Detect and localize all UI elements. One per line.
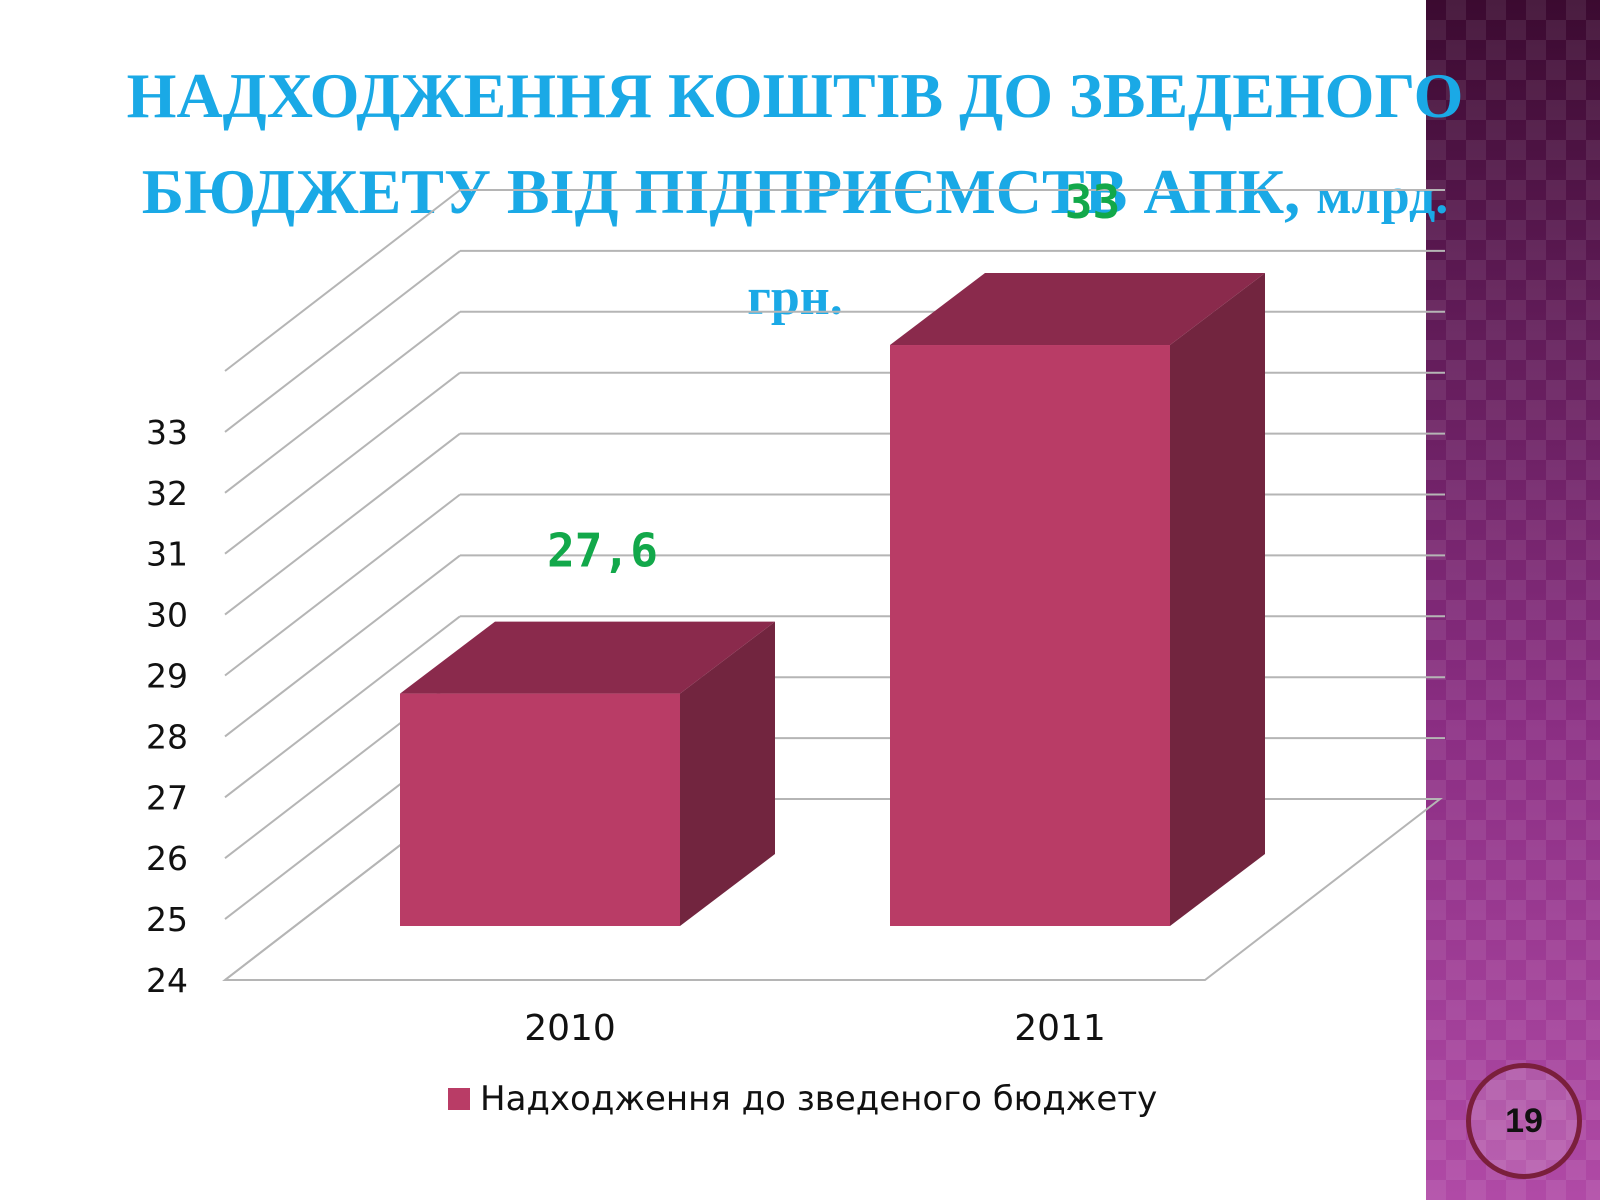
category-label-2010: 2010 — [524, 1008, 616, 1049]
y-tick-label: 29 — [146, 657, 188, 696]
x-axis-category-labels: 2010 2011 — [524, 1008, 1106, 1049]
legend-label: Надходження до зведеного бюджету — [480, 1079, 1157, 1119]
y-tick-label: 31 — [146, 535, 188, 574]
gridline-diagonal — [224, 189, 461, 372]
legend-swatch — [448, 1088, 470, 1110]
y-tick-label: 24 — [146, 961, 188, 1000]
bar-front — [890, 345, 1170, 926]
chart-bars — [400, 273, 1265, 926]
gridline-diagonal — [224, 250, 461, 433]
category-label-2011: 2011 — [1014, 1008, 1106, 1049]
chart-legend: Надходження до зведеного бюджету — [448, 1079, 1157, 1119]
title-line-2-text: БЮДЖЕТУ ВІД ПІДПРИЄМСТВ АПК, — [141, 156, 1301, 227]
title-line-1: НАДХОДЖЕННЯ КОШТІВ ДО ЗВЕДЕНОГО — [126, 60, 1464, 131]
bar-side — [1170, 273, 1265, 926]
title-unit: млрд. грн. — [747, 168, 1449, 326]
chart-data-labels: 27,6 33 — [547, 175, 1120, 578]
bar-top — [890, 273, 1265, 346]
y-tick-label: 25 — [146, 900, 188, 939]
gridline-diagonal — [224, 615, 461, 799]
page-number-badge: 19 — [1466, 1063, 1582, 1179]
y-tick-label: 28 — [146, 717, 188, 756]
y-tick-label: 32 — [146, 474, 188, 513]
bar-side — [680, 621, 775, 926]
y-axis-tick-labels: 24 25 26 27 28 29 30 31 32 33 — [146, 413, 188, 1000]
gridline-diagonal — [224, 493, 461, 677]
bar-2010 — [400, 621, 775, 926]
gridline-diagonal — [224, 554, 461, 738]
page-number: 19 — [1505, 1101, 1543, 1140]
y-tick-label: 26 — [146, 839, 188, 878]
data-label-2011: 33 — [1065, 175, 1120, 229]
data-label-2010: 27,6 — [547, 524, 658, 578]
gridline-diagonal — [224, 432, 461, 616]
title-line-2: БЮДЖЕТУ ВІД ПІДПРИЄМСТВ АПК, млрд. грн. — [100, 144, 1490, 346]
gridline-diagonal — [224, 371, 461, 555]
decorative-sidebar — [1426, 0, 1600, 1200]
y-tick-label: 30 — [146, 596, 188, 635]
bar-2011 — [890, 273, 1265, 926]
gridline-diagonal — [224, 311, 461, 494]
bar-top — [400, 621, 775, 694]
y-tick-label: 33 — [146, 413, 188, 452]
y-tick-label: 27 — [146, 778, 188, 817]
slide-title: НАДХОДЖЕННЯ КОШТІВ ДО ЗВЕДЕНОГО БЮДЖЕТУ … — [100, 48, 1490, 346]
bar-front — [400, 693, 680, 926]
sidebar-pattern — [1426, 0, 1600, 1200]
